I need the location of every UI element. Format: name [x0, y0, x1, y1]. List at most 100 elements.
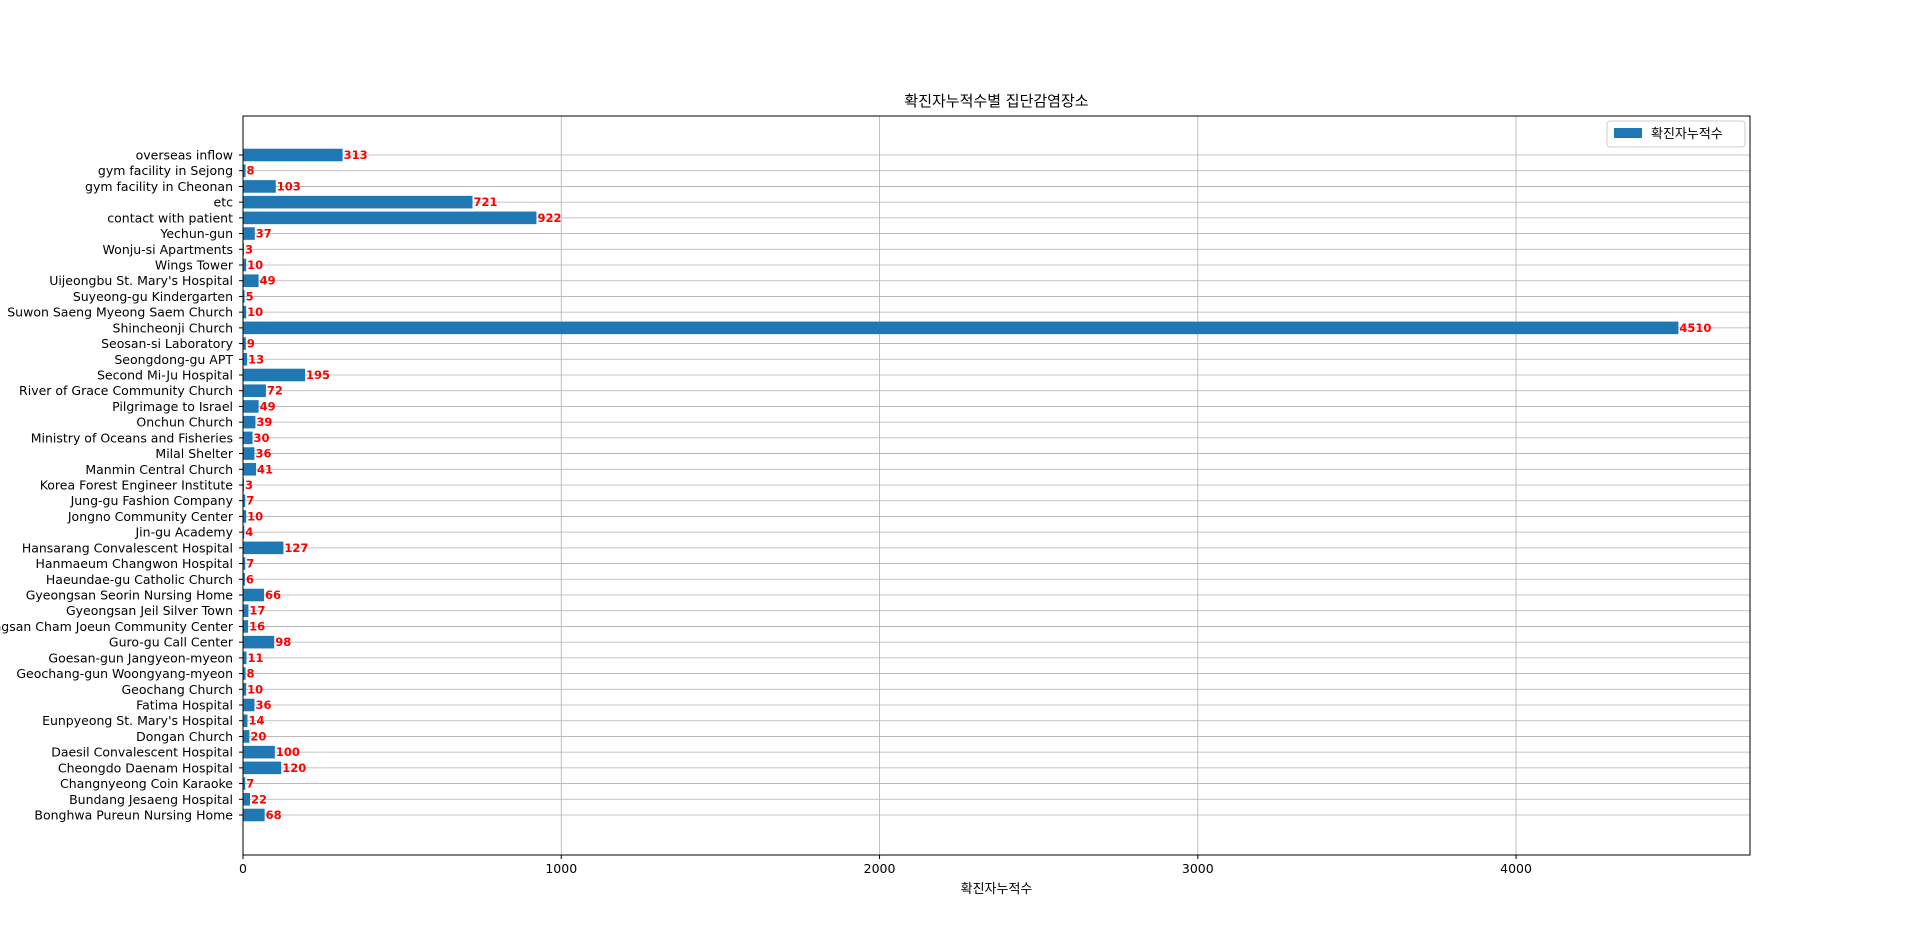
category-label: Dongan Church — [136, 729, 233, 744]
value-label: 17 — [249, 604, 265, 618]
value-label: 3 — [245, 242, 253, 256]
category-label: Goesan-gun Jangyeon-myeon — [48, 650, 233, 665]
bar — [243, 447, 255, 460]
value-label: 4 — [245, 525, 253, 539]
value-label: 195 — [306, 368, 330, 382]
category-label: overseas inflow — [136, 148, 233, 163]
value-label: 10 — [247, 682, 263, 696]
bar — [243, 258, 247, 272]
bar — [243, 274, 259, 287]
category-label: Pilgrimage to Israel — [112, 399, 233, 414]
value-label: 72 — [267, 384, 283, 398]
category-label: Suyeong-gu Kindergarten — [73, 289, 233, 304]
bar — [243, 305, 247, 319]
bar — [243, 431, 253, 445]
value-label: 922 — [537, 211, 561, 225]
chart-title: 확진자누적수별 집단감염장소 — [904, 92, 1088, 110]
value-label: 6 — [246, 572, 254, 586]
bar — [243, 211, 537, 225]
bar — [243, 635, 275, 649]
bar — [243, 714, 248, 727]
value-label: 10 — [247, 509, 263, 523]
bar — [243, 400, 259, 413]
bar — [243, 730, 250, 743]
value-label: 313 — [344, 148, 368, 162]
category-label: Hansarang Convalescent Hospital — [22, 540, 233, 555]
category-label: Hanmaeum Changwon Hospital — [35, 556, 233, 571]
category-label: Suwon Saeng Myeong Saem Church — [7, 305, 233, 320]
bar — [243, 195, 473, 209]
value-label: 5 — [246, 289, 254, 303]
category-label: Jung-gu Fashion Company — [70, 493, 234, 508]
x-tick-label: 2000 — [864, 861, 896, 876]
category-label: gym facility in Cheonan — [85, 179, 233, 194]
value-label: 30 — [254, 431, 270, 445]
category-label: Wings Tower — [155, 258, 234, 273]
value-label: 11 — [248, 651, 264, 665]
value-label: 68 — [266, 808, 282, 822]
category-label: Ministry of Oceans and Fisheries — [31, 430, 233, 445]
bar — [243, 290, 245, 303]
value-label: 4510 — [1679, 321, 1711, 335]
value-label: 3 — [245, 478, 253, 492]
category-label: Seongdong-gu APT — [114, 352, 233, 367]
bar — [243, 337, 246, 350]
value-labels: 6822712010020143610811981617666712741073… — [245, 148, 1711, 822]
bar — [243, 164, 246, 177]
bar — [243, 525, 245, 539]
bar — [243, 651, 247, 665]
category-label: Geochang-gun Woongyang-myeon — [16, 666, 233, 681]
x-axis-title: 확진자누적수 — [961, 882, 1033, 897]
category-label: Jin-gu Academy — [135, 525, 234, 540]
bar — [243, 384, 266, 397]
bar — [243, 557, 246, 570]
bar — [243, 415, 256, 429]
category-label: Bundang Jesaeng Hospital — [69, 792, 233, 807]
bar — [243, 604, 249, 617]
category-label: contact with patient — [107, 210, 233, 225]
value-label: 22 — [251, 792, 267, 806]
value-label: 39 — [256, 415, 272, 429]
bar — [243, 620, 249, 633]
value-label: 8 — [247, 667, 255, 681]
value-label: 13 — [248, 352, 264, 366]
value-label: 37 — [256, 227, 272, 241]
bar — [243, 510, 247, 523]
bar — [243, 227, 255, 240]
value-label: 120 — [282, 761, 306, 775]
bar — [243, 541, 284, 555]
bar — [243, 698, 255, 712]
x-tick-label: 1000 — [545, 861, 577, 876]
value-label: 16 — [249, 619, 265, 633]
value-label: 10 — [247, 258, 263, 272]
bar — [243, 761, 282, 775]
bar — [243, 667, 246, 680]
category-label: Bonghwa Pureun Nursing Home — [34, 808, 233, 823]
bar — [243, 573, 245, 586]
x-tick-label: 0 — [239, 861, 247, 876]
category-label: Shincheonji Church — [113, 320, 233, 335]
category-label: Geochang Church — [121, 682, 233, 697]
legend-box — [1606, 120, 1746, 148]
bar — [243, 808, 265, 822]
bar — [243, 588, 265, 602]
bar — [243, 368, 306, 382]
legend-swatch — [1614, 128, 1642, 138]
category-label: Changnyeong Coin Karaoke — [60, 776, 233, 791]
value-label: 49 — [260, 274, 276, 288]
category-label: Milal Shelter — [155, 446, 233, 461]
category-label: River of Grace Community Church — [19, 383, 233, 398]
value-label: 127 — [284, 541, 308, 555]
value-label: 14 — [248, 714, 264, 728]
bar — [243, 494, 246, 507]
value-label: 103 — [277, 179, 301, 193]
grid-lines — [242, 116, 1750, 855]
value-label: 9 — [247, 337, 255, 351]
value-label: 100 — [276, 745, 300, 759]
category-label: Uijeongbu St. Mary's Hospital — [49, 273, 233, 288]
legend: 확진자누적수 — [1606, 120, 1746, 148]
value-label: 721 — [473, 195, 497, 209]
category-label: Eunpyeong St. Mary's Hospital — [42, 713, 233, 728]
value-label: 49 — [260, 399, 276, 413]
